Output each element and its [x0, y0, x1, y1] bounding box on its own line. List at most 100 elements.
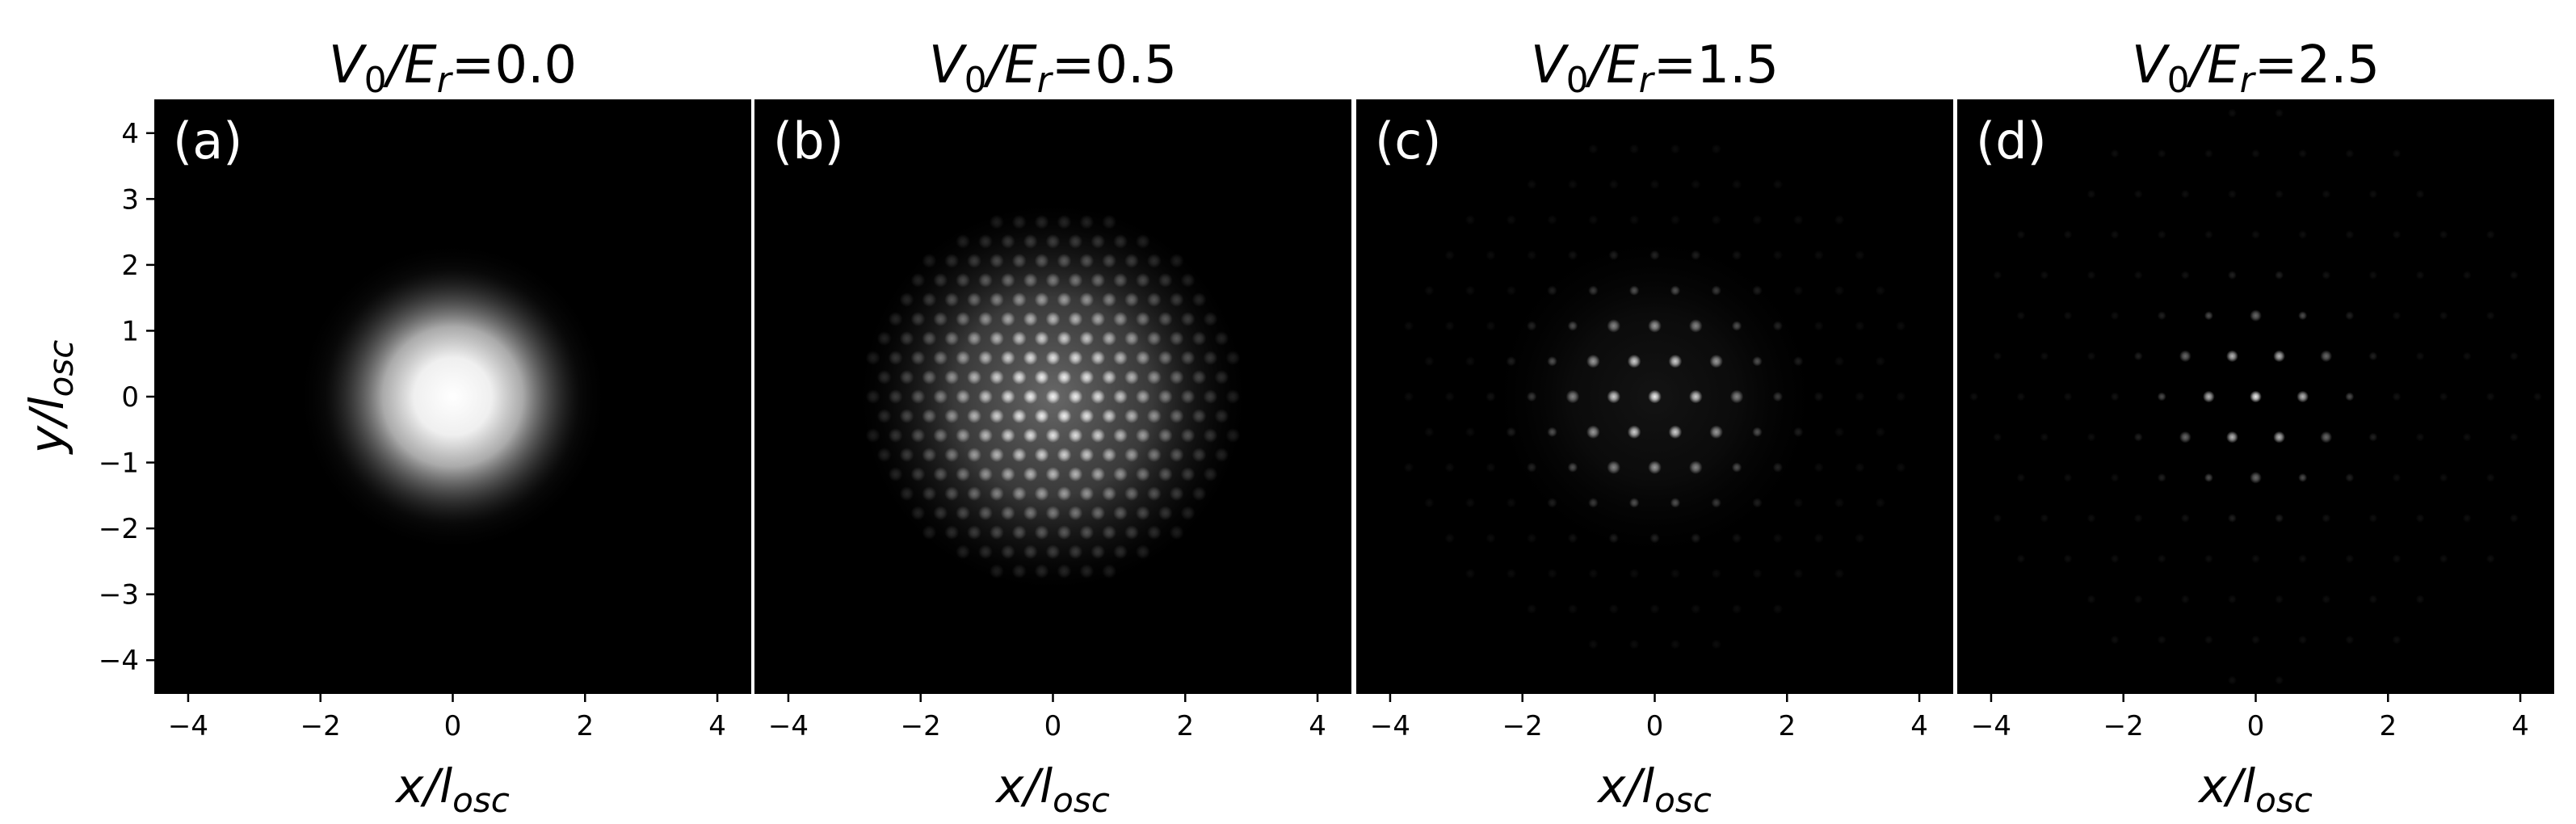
lattice-peak	[1688, 389, 1703, 404]
lattice-peak	[2368, 351, 2378, 361]
lattice-peak	[1191, 292, 1207, 307]
lattice-peak	[2273, 431, 2285, 444]
lattice-peak	[2392, 473, 2402, 482]
lattice-peak	[1607, 319, 1621, 333]
lattice-peak	[2345, 635, 2355, 645]
lattice-peak	[2345, 311, 2355, 321]
lattice-peak	[1772, 391, 1784, 402]
lattice-peak	[989, 292, 1004, 307]
lattice-peak	[2016, 554, 2026, 564]
lattice-peak	[944, 448, 960, 463]
lattice-peak	[1588, 214, 1599, 225]
lattice-peak	[1000, 233, 1015, 249]
lattice-peak	[2415, 351, 2425, 361]
lattice-peak	[1547, 355, 1557, 367]
lattice-peak	[1090, 350, 1106, 365]
lattice-peak	[1079, 448, 1095, 463]
lattice-peak	[888, 467, 903, 482]
lattice-peak	[1627, 425, 1641, 439]
lattice-peak	[1691, 179, 1701, 190]
lattice-peak	[1855, 391, 1865, 402]
lattice-peak	[989, 253, 1004, 268]
lattice-peak	[910, 350, 926, 365]
lattice-peak	[1113, 506, 1128, 521]
lattice-peak	[1711, 285, 1721, 296]
lattice-peak	[1180, 272, 1196, 288]
lattice-peak	[956, 272, 971, 288]
lattice-peak	[1135, 233, 1150, 249]
lattice-peak	[1068, 544, 1083, 560]
lattice-peak	[1464, 498, 1476, 508]
lattice-peak	[1057, 486, 1072, 502]
lattice-peak	[2368, 271, 2378, 280]
lattice-peak	[1588, 568, 1599, 579]
lattice-peak	[1526, 462, 1537, 473]
lattice-peak	[1045, 350, 1061, 365]
lattice-peak	[1834, 214, 1845, 225]
lattice-peak	[1649, 179, 1660, 190]
lattice-peak	[1649, 603, 1660, 615]
lattice-peak	[1444, 250, 1455, 261]
lattice-peak	[1023, 311, 1038, 326]
lattice-peak	[910, 389, 926, 405]
x-tick-label: −2	[2103, 710, 2144, 742]
lattice-peak	[1813, 532, 1824, 544]
lattice-peak	[1752, 568, 1763, 579]
lattice-peak	[1444, 391, 1455, 402]
lattice-peak	[922, 486, 937, 502]
lattice-peak	[2462, 513, 2472, 523]
lattice-peak	[1191, 486, 1207, 502]
lattice-peak	[1993, 271, 2002, 280]
lattice-peak	[967, 369, 982, 385]
lattice-peak	[1045, 544, 1061, 560]
lattice-peak	[1180, 467, 1196, 482]
lattice-peak	[1124, 330, 1139, 346]
lattice-peak	[1180, 506, 1196, 521]
lattice-peak	[1068, 233, 1083, 249]
lattice-peak	[1102, 253, 1117, 268]
lattice-peak	[956, 467, 971, 482]
lattice-peak	[1079, 292, 1095, 307]
lattice-peak	[2345, 473, 2355, 482]
lattice-peak	[1875, 355, 1886, 367]
lattice-peak	[1464, 214, 1476, 225]
panel-c: (c) V0/Er=1.5 −4 −2 0 2 4 x/losc	[1356, 36, 1953, 820]
lattice-peak	[1526, 391, 1537, 402]
lattice-peak	[2322, 513, 2331, 523]
lattice-peak	[1649, 532, 1660, 544]
lattice-peak	[2439, 229, 2448, 239]
lattice-peak	[1090, 428, 1106, 444]
lattice-peak	[1045, 506, 1061, 521]
x-tick-label: 2	[1176, 710, 1194, 742]
lattice-peak	[899, 448, 914, 463]
lattice-peak	[2250, 309, 2262, 322]
lattice-peak	[1068, 350, 1083, 365]
lattice-peak	[1567, 179, 1578, 190]
lattice-peak	[2415, 432, 2425, 442]
lattice-peak	[2204, 229, 2213, 239]
lattice-peak	[910, 311, 926, 326]
lattice-peak	[1567, 321, 1578, 331]
lattice-peak	[1709, 425, 1724, 439]
lattice-peak	[989, 369, 1004, 385]
lattice-peak	[1113, 350, 1128, 365]
lattice-peak	[1090, 389, 1106, 405]
lattice-peak	[1486, 321, 1496, 331]
lattice-peak	[2204, 635, 2213, 645]
lattice-peak	[1102, 525, 1117, 540]
panel-label: (c)	[1375, 111, 1441, 170]
lattice-peak	[2063, 554, 2073, 564]
lattice-peak	[1711, 639, 1721, 650]
lattice-peak	[1158, 389, 1173, 405]
lattice-peak	[1057, 525, 1072, 540]
lattice-peak	[2415, 189, 2425, 199]
panels-layer: (a) V0/Er=0.0 −4 −2 0 2 4 x/losc 4 3 2 1 0 −1 −2 −3 −4 y/…	[19, 36, 2554, 820]
lattice-peak	[1079, 525, 1095, 540]
y-tick-label: 2	[121, 250, 139, 282]
lattice-peak	[1180, 389, 1196, 405]
lattice-peak	[2275, 108, 2284, 118]
lattice-peak	[1203, 350, 1218, 365]
lattice-peak	[2110, 229, 2120, 239]
lattice-peak	[1993, 513, 2002, 523]
lattice-peak	[1547, 214, 1557, 225]
